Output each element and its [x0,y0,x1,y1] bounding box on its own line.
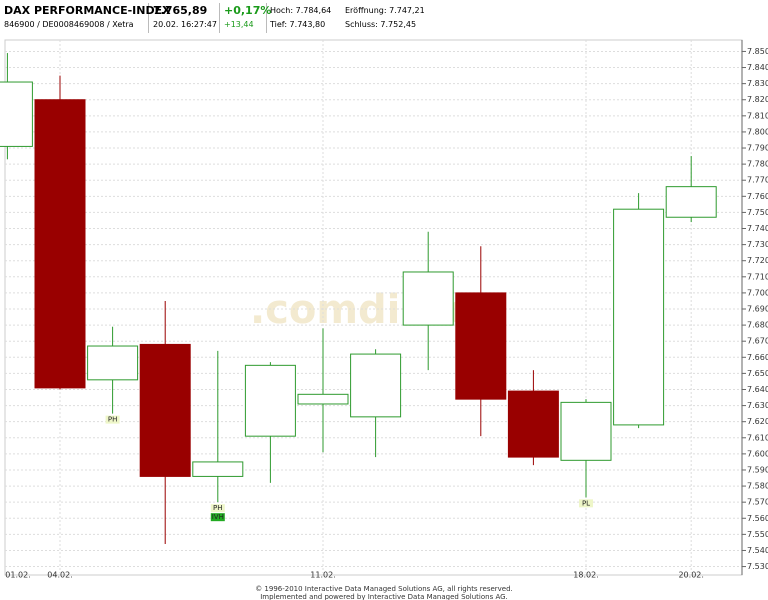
close: Schluss: 7.752,45 [345,20,417,29]
oc-cell: Eröffnung: 7.747,21 Schluss: 7.752,45 [341,3,429,33]
y-tick-label: 7.550 [747,530,768,539]
watermark: .comdirect [250,287,490,333]
title-cell: DAX PERFORMANCE-INDEX 846900 / DE0008469… [0,3,171,33]
y-tick-label: 7.630 [747,401,768,410]
y-tick-label: 7.790 [747,144,768,153]
annotation: PH [108,416,118,424]
candle-body [192,461,244,477]
x-tick-label: 20.02. [678,571,703,580]
y-tick-label: 7.540 [747,546,768,555]
candle-body [665,186,717,218]
y-tick-label: 7.530 [747,562,768,571]
y-tick-label: 7.800 [747,127,768,136]
change-cell: +0,17% +13,44 [220,3,272,33]
candle-body [34,99,86,389]
header: DAX PERFORMANCE-INDEX 846900 / DE0008469… [0,0,768,34]
time: 20.02. 16:27:47 [153,20,217,29]
annotation: IVH [212,513,224,521]
y-tick-label: 7.730 [747,240,768,249]
x-tick-label: 18.02. [573,571,598,580]
y-tick-label: 7.830 [747,79,768,88]
footer: © 1996-2010 Interactive Data Managed Sol… [255,585,513,593]
y-tick-label: 7.720 [747,256,768,265]
y-tick-label: 7.650 [747,369,768,378]
annotation-bg [210,513,225,522]
y-tick-label: 7.820 [747,95,768,104]
x-tick-label: 01.02. [5,571,30,580]
candle-body [244,364,296,437]
candle-body [0,81,33,147]
y-tick-label: 7.660 [747,353,768,362]
y-tick-label: 7.740 [747,224,768,233]
change-pct: +0,17% [224,4,272,17]
hl-cell: Hoch: 7.784,64 Tief: 7.743,80 [266,3,344,33]
candle-body [297,393,349,405]
candle-body [139,343,191,477]
candle-body [402,271,454,326]
annotation: PL [582,499,590,507]
x-tick-label: 04.02. [47,571,72,580]
open: Eröffnung: 7.747,21 [345,6,425,15]
y-tick-label: 7.700 [747,288,768,297]
candle-body [507,390,559,458]
x-tick-label: 11.02. [310,571,335,580]
y-tick-label: 7.670 [747,337,768,346]
y-tick-label: 7.690 [747,305,768,314]
y-tick-label: 7.600 [747,449,768,458]
y-tick-label: 7.750 [747,208,768,217]
y-tick-label: 7.680 [747,321,768,330]
y-tick-label: 7.770 [747,176,768,185]
ident: 846900 / DE0008469008 / Xetra [4,20,134,29]
y-tick-label: 7.760 [747,192,768,201]
annotation-bg [210,504,225,513]
annotation-bg [579,499,593,508]
candle-body [350,353,402,418]
index-name: DAX PERFORMANCE-INDEX [4,4,171,17]
annotation-bg [105,415,120,424]
high: Hoch: 7.784,64 [270,6,332,15]
candle-body [560,401,612,461]
y-tick-label: 7.780 [747,160,768,169]
y-tick-label: 7.840 [747,63,768,72]
y-tick-label: 7.610 [747,433,768,442]
y-tick-label: 7.560 [747,514,768,523]
y-tick-label: 7.640 [747,385,768,394]
annotation: PH [213,504,223,512]
low: Tief: 7.743,80 [270,20,326,29]
candle-body [455,292,507,400]
candle-body [613,208,665,426]
change-abs: +13,44 [224,20,254,29]
y-tick-label: 7.570 [747,498,768,507]
price: 7.765,89 [153,4,208,17]
y-tick-label: 7.580 [747,482,768,491]
footer: Implemented and powered by Interactive D… [260,593,508,600]
y-tick-label: 7.620 [747,417,768,426]
y-tick-label: 7.710 [747,272,768,281]
candle-body [87,345,139,381]
price-cell: 7.765,89 20.02. 16:27:47 [149,3,220,33]
y-tick-label: 7.810 [747,111,768,120]
y-tick-label: 7.590 [747,465,768,474]
y-tick-label: 7.850 [747,47,768,56]
